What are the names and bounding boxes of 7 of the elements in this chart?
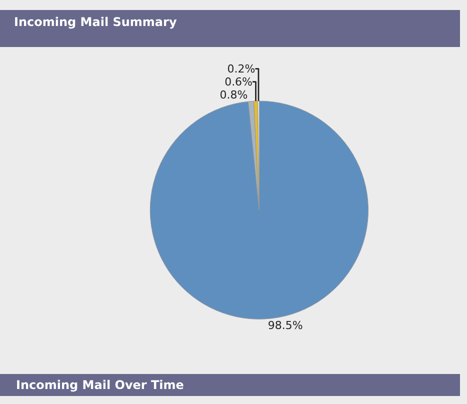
chart-title: Incoming Mail Summary — [14, 15, 177, 30]
data-label: 0.6% — [224, 75, 253, 88]
text: Incoming Mail Over Time — [16, 378, 184, 392]
data-label: 98.5% — [268, 319, 303, 332]
pie-slice — [150, 100, 368, 320]
data-label: 0.8% — [220, 88, 248, 102]
data-label: 0.2% — [227, 62, 256, 76]
